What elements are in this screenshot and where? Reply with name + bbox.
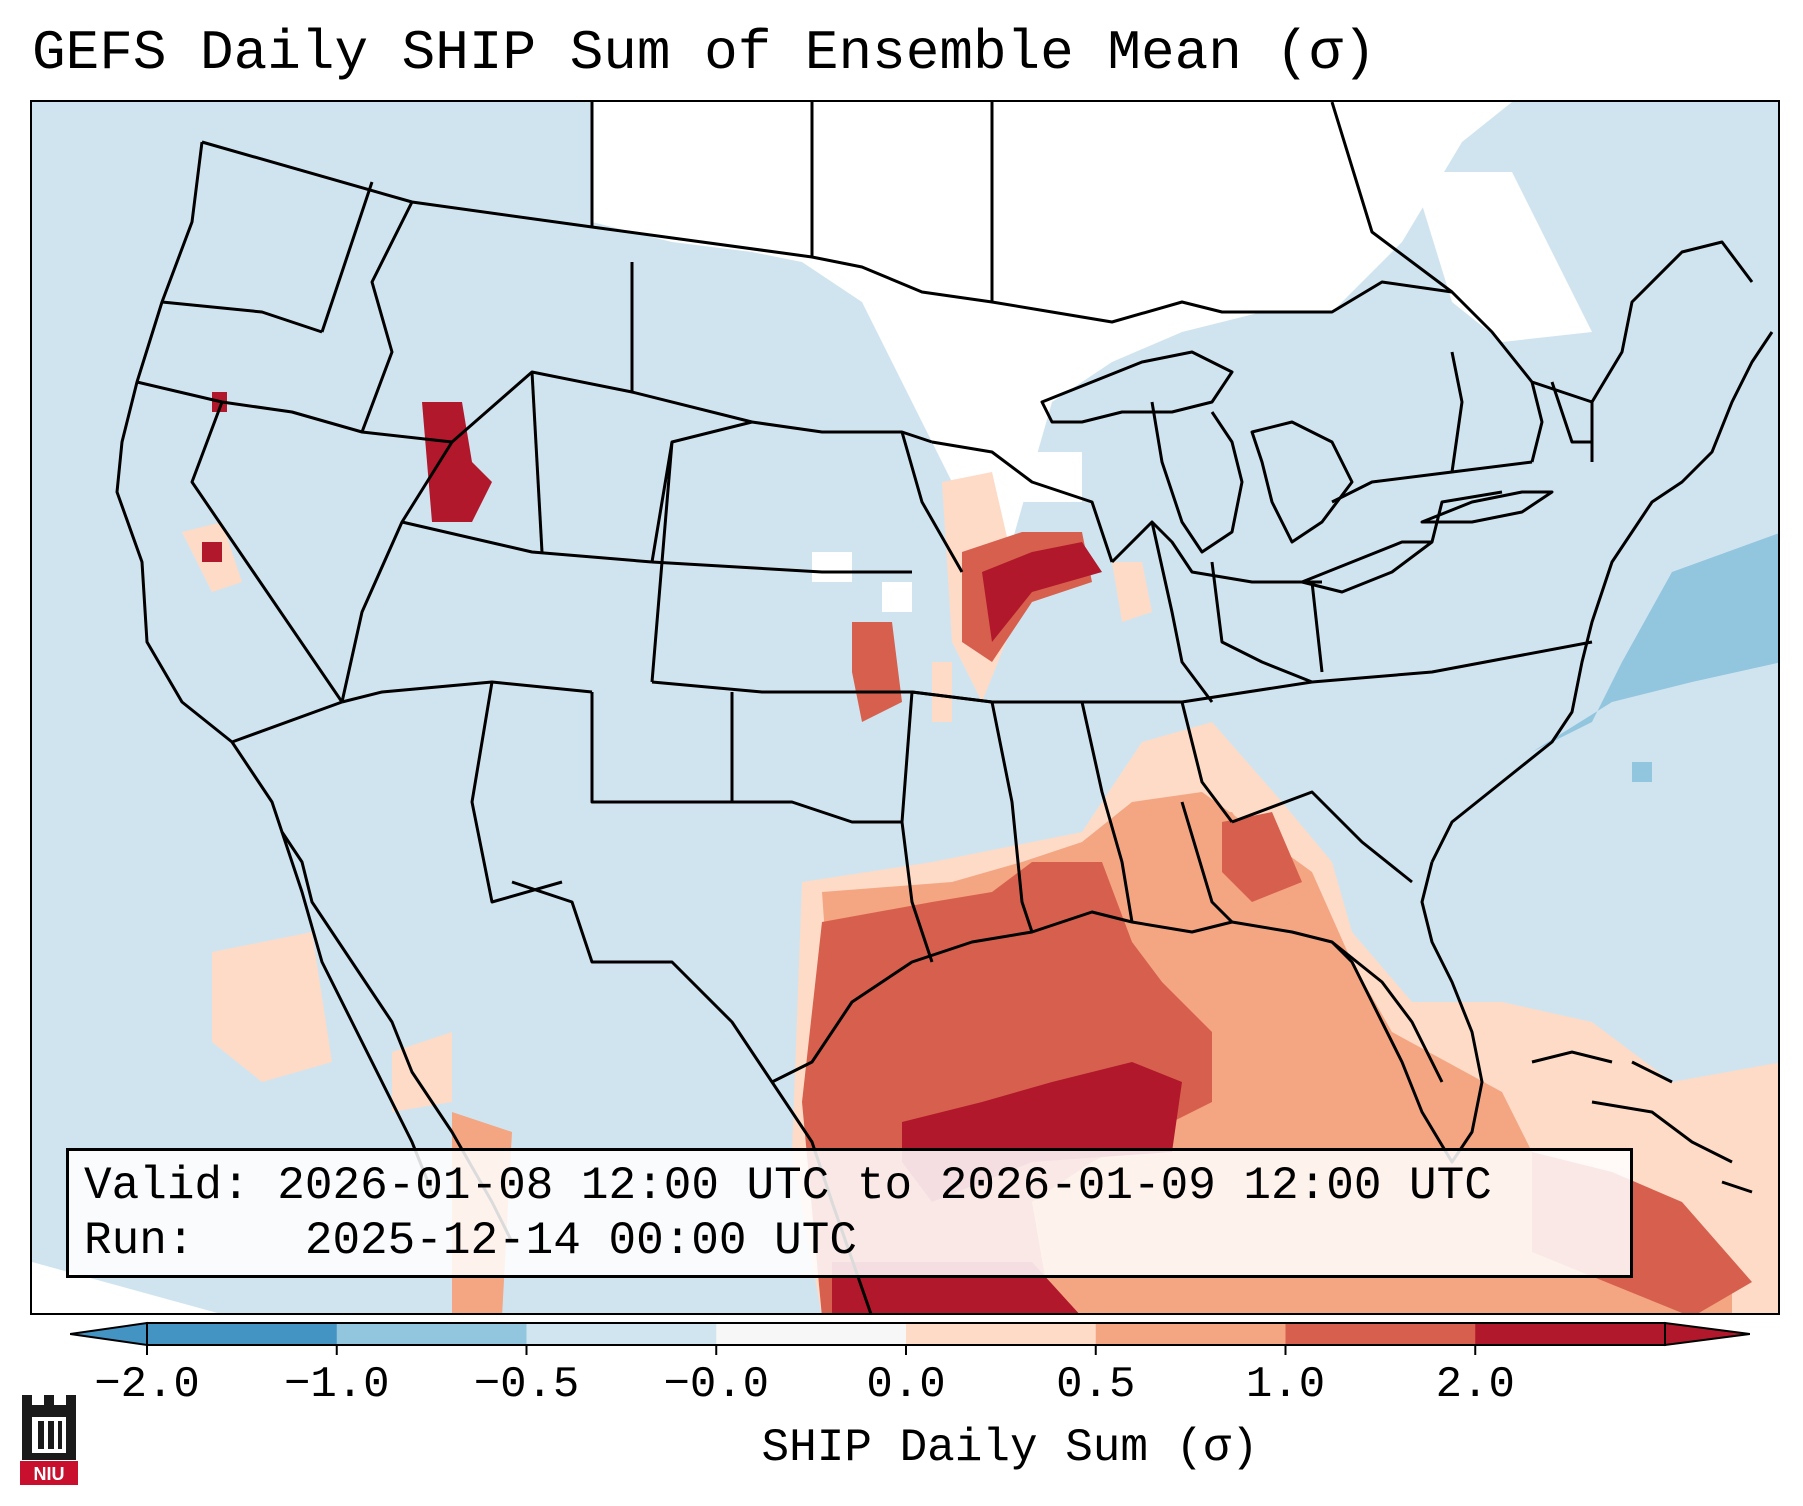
colorbar-swatch (906, 1323, 1097, 1345)
map-title: GEFS Daily SHIP Sum of Ensemble Mean (σ) (32, 21, 1377, 85)
valid-label: Valid: (84, 1160, 250, 1212)
colorbar-tick-label: 0.0 (866, 1360, 946, 1410)
map-canvas (32, 102, 1778, 1313)
colorbar-tick-label: 2.0 (1435, 1360, 1515, 1410)
colorbar-swatch (716, 1323, 907, 1345)
colorbar-swatch (336, 1323, 527, 1345)
colorbar-swatch (1475, 1323, 1666, 1345)
colorbar-swatch (1285, 1323, 1476, 1345)
colorbar-extend-high (1664, 1321, 1750, 1347)
svg-text:NIU: NIU (34, 1464, 65, 1484)
colorbar-tick-label: −0.0 (663, 1360, 770, 1410)
validity-info-box: Valid: 2026-01-08 12:00 UTC to 2026-01-0… (66, 1148, 1633, 1278)
colorbar-tick-label: −0.5 (473, 1360, 580, 1410)
caribbean-islands (1531, 1050, 1753, 1194)
colorbar-swatch (1095, 1323, 1286, 1345)
colorbar-tick-label: 1.0 (1245, 1360, 1326, 1410)
map-panel (30, 100, 1780, 1315)
niu-logo: NIU (20, 1395, 78, 1485)
run-label: Run: (84, 1215, 195, 1267)
negative-field (1532, 533, 1778, 782)
colorbar-extend-low (70, 1321, 148, 1347)
state-borders (115, 102, 1774, 1313)
colorbar-tick-label: −1.0 (283, 1360, 390, 1410)
valid-value: 2026-01-08 12:00 UTC to 2026-01-09 12:00… (277, 1160, 1492, 1212)
colorbar-tick-label: −2.0 (94, 1360, 200, 1410)
colorbar-swatch (147, 1323, 338, 1345)
colorbar-label: SHIP Daily Sum (σ) (761, 1422, 1259, 1474)
colorbar-swatch (526, 1323, 717, 1345)
neutral-field (592, 102, 1592, 612)
colorbar-tick-label: 0.5 (1056, 1360, 1136, 1410)
run-value: 2025-12-14 00:00 UTC (304, 1215, 857, 1267)
colorbar (70, 1321, 1750, 1355)
